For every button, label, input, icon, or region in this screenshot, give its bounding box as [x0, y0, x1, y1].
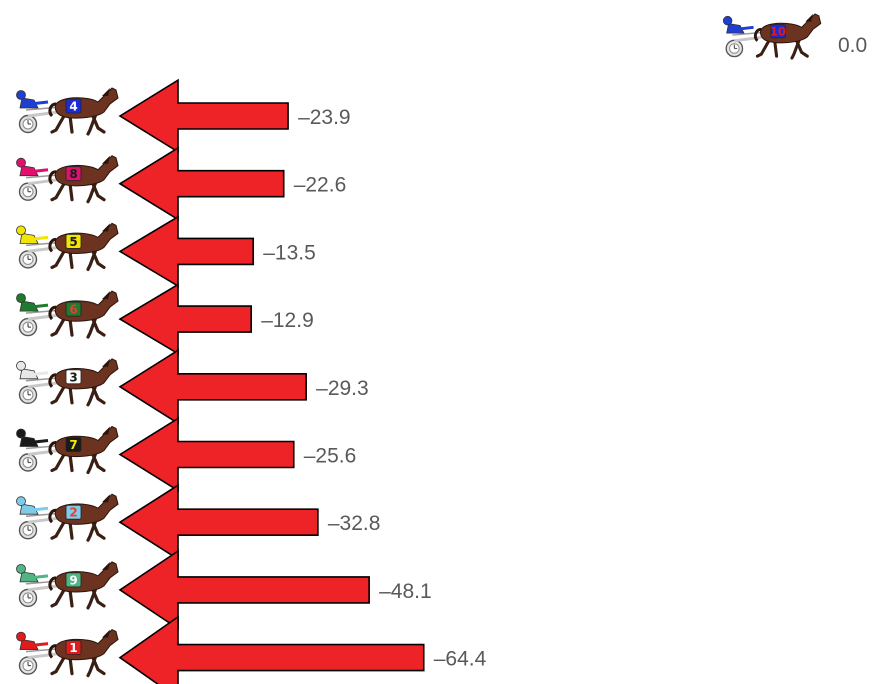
gap-value-label: –25.6 [304, 445, 357, 468]
horse-row: 3 –29.3 [16, 348, 369, 425]
saddle-number: 6 [69, 303, 77, 317]
horse-icon: 7 [16, 425, 119, 475]
horse-icon: 1 [16, 628, 119, 678]
saddle-number: 7 [69, 438, 77, 452]
gap-value-label: –13.5 [263, 241, 316, 264]
horse-row: 5 –13.5 [16, 215, 316, 288]
horse-icon: 6 [16, 290, 119, 339]
leader-row: 100.0 [722, 13, 867, 60]
horse-row: 6 –12.9 [16, 283, 314, 356]
gap-arrow [118, 615, 425, 684]
horse-row: 8 –22.6 [16, 146, 347, 221]
horse-icon: 3 [16, 358, 119, 407]
gap-arrow [118, 215, 255, 288]
gap-value-label: –12.9 [261, 309, 314, 332]
saddle-number: 2 [69, 506, 77, 520]
saddle-number: 4 [69, 100, 77, 114]
horse-icon: 8 [16, 155, 119, 204]
saddle-number: 8 [69, 167, 77, 181]
horse-row: 1 –64.4 [16, 615, 487, 684]
gap-arrow [118, 348, 307, 425]
gap-arrow [118, 416, 295, 493]
saddle-number: 1 [69, 641, 77, 655]
gap-arrow [118, 483, 319, 561]
horse-row: 7 –25.6 [16, 416, 357, 493]
horse-icon: 9 [16, 561, 119, 610]
gap-arrow [118, 78, 289, 154]
saddle-number: 5 [69, 235, 77, 249]
horse-icon: 4 [16, 87, 119, 136]
gap-value-label: –29.3 [316, 377, 369, 400]
gap-value-label: –48.1 [379, 580, 432, 603]
gap-arrow [118, 549, 370, 631]
saddle-number: 9 [69, 573, 77, 587]
saddle-number: 10 [770, 25, 786, 39]
gap-value-label: –22.6 [294, 174, 347, 197]
gap-arrow [118, 146, 285, 221]
saddle-number: 3 [69, 370, 77, 384]
horse-icon: 10 [722, 13, 822, 60]
horse-row: 4 –23.9 [16, 78, 351, 154]
gap-value-label: –32.8 [328, 512, 381, 535]
gap-value-label: –23.9 [298, 106, 351, 129]
horse-row: 2 –32.8 [16, 483, 381, 561]
gap-arrow [118, 283, 253, 356]
horse-icon: 5 [16, 222, 119, 271]
leader-value-label: 0.0 [838, 34, 867, 57]
gap-value-label: –64.4 [434, 648, 487, 671]
horse-icon: 2 [16, 493, 119, 542]
horse-row: 9 –48.1 [16, 549, 432, 631]
